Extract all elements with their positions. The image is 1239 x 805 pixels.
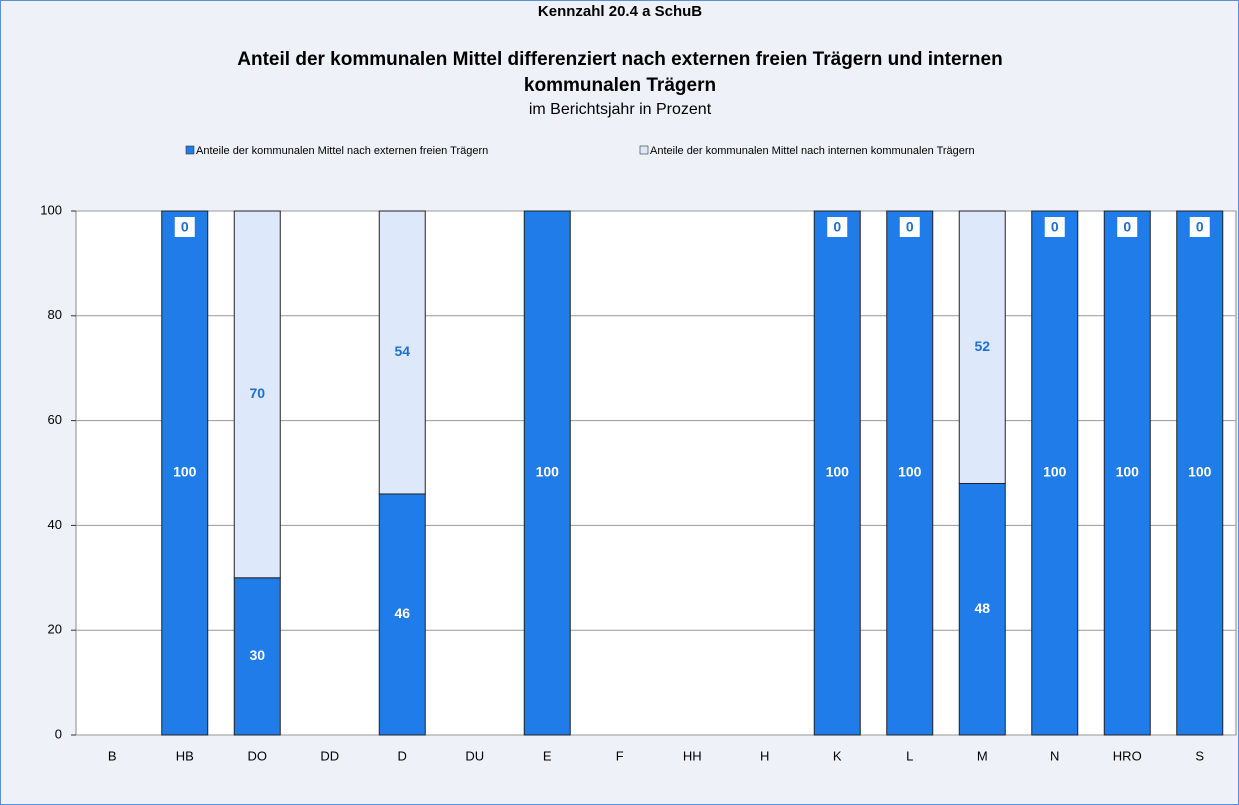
chart-subtitle: im Berichtsjahr in Prozent: [529, 101, 712, 118]
y-tick-label: 100: [40, 202, 62, 217]
x-tick-label: HB: [176, 748, 194, 763]
data-label: 48: [974, 600, 990, 616]
x-tick-label: DO: [248, 748, 268, 763]
x-tick-label: DD: [320, 748, 339, 763]
data-label: 52: [974, 338, 990, 354]
y-tick-label: 40: [48, 517, 62, 532]
data-label: 100: [173, 464, 197, 480]
legend-swatch: [185, 145, 195, 155]
x-tick-label: H: [760, 748, 769, 763]
x-tick-label: N: [1050, 748, 1059, 763]
bar-segment: [523, 210, 571, 736]
x-tick-label: K: [833, 748, 842, 763]
bar-segment: [1031, 210, 1079, 736]
x-tick-label: D: [398, 748, 407, 763]
bar-segment: [886, 210, 934, 736]
x-tick-label: S: [1195, 748, 1204, 763]
bar-segment: [378, 493, 426, 736]
data-label: 100: [1116, 464, 1140, 480]
data-label: 0: [1051, 219, 1059, 235]
bar-segment: [161, 210, 209, 736]
data-label: 54: [394, 343, 410, 359]
data-label: 100: [536, 464, 560, 480]
data-label: 100: [1188, 464, 1212, 480]
bar-segment: [233, 210, 281, 579]
x-tick-label: B: [108, 748, 117, 763]
bar-segment: [1103, 210, 1151, 736]
bar-segment: [958, 210, 1006, 484]
data-label: 0: [1196, 219, 1204, 235]
data-label-box: [827, 217, 848, 237]
x-tick-label: L: [906, 748, 913, 763]
y-tick-label: 20: [48, 622, 62, 637]
data-label: 100: [1043, 464, 1067, 480]
bar-segment: [378, 210, 426, 495]
x-tick-label: F: [616, 748, 624, 763]
data-label: 70: [249, 385, 265, 401]
data-label: 46: [394, 605, 410, 621]
x-tick-label: E: [543, 748, 552, 763]
data-label-box: [899, 217, 920, 237]
y-tick-label: 0: [55, 726, 62, 741]
data-label: 0: [906, 219, 914, 235]
y-tick-label: 60: [48, 412, 62, 427]
data-label: 30: [249, 647, 265, 663]
chart-title: Kennzahl 20.4 a SchuB: [538, 3, 702, 20]
x-tick-label: M: [977, 748, 988, 763]
data-label: 0: [1123, 219, 1131, 235]
chart-heading: kommunalen Trägern: [524, 75, 716, 96]
data-label: 0: [833, 219, 841, 235]
x-tick-label: HH: [683, 748, 702, 763]
data-label-box: [174, 217, 195, 237]
x-tick-label: DU: [465, 748, 484, 763]
data-label: 0: [181, 219, 189, 235]
y-tick-label: 80: [48, 307, 62, 322]
bar-segment: [1176, 210, 1224, 736]
legend-label: Anteile der kommunalen Mittel nach inter…: [650, 145, 975, 157]
x-tick-label: HRO: [1113, 748, 1142, 763]
data-label-box: [1117, 217, 1138, 237]
bar-segment: [813, 210, 861, 736]
data-label-box: [1044, 217, 1065, 237]
data-label: 100: [898, 464, 922, 480]
legend-swatch: [639, 145, 649, 155]
legend-label: Anteile der kommunalen Mittel nach exter…: [196, 145, 488, 157]
chart-heading: Anteil der kommunalen Mittel differenzie…: [237, 49, 1002, 70]
data-label-box: [1189, 217, 1210, 237]
data-label: 100: [826, 464, 850, 480]
